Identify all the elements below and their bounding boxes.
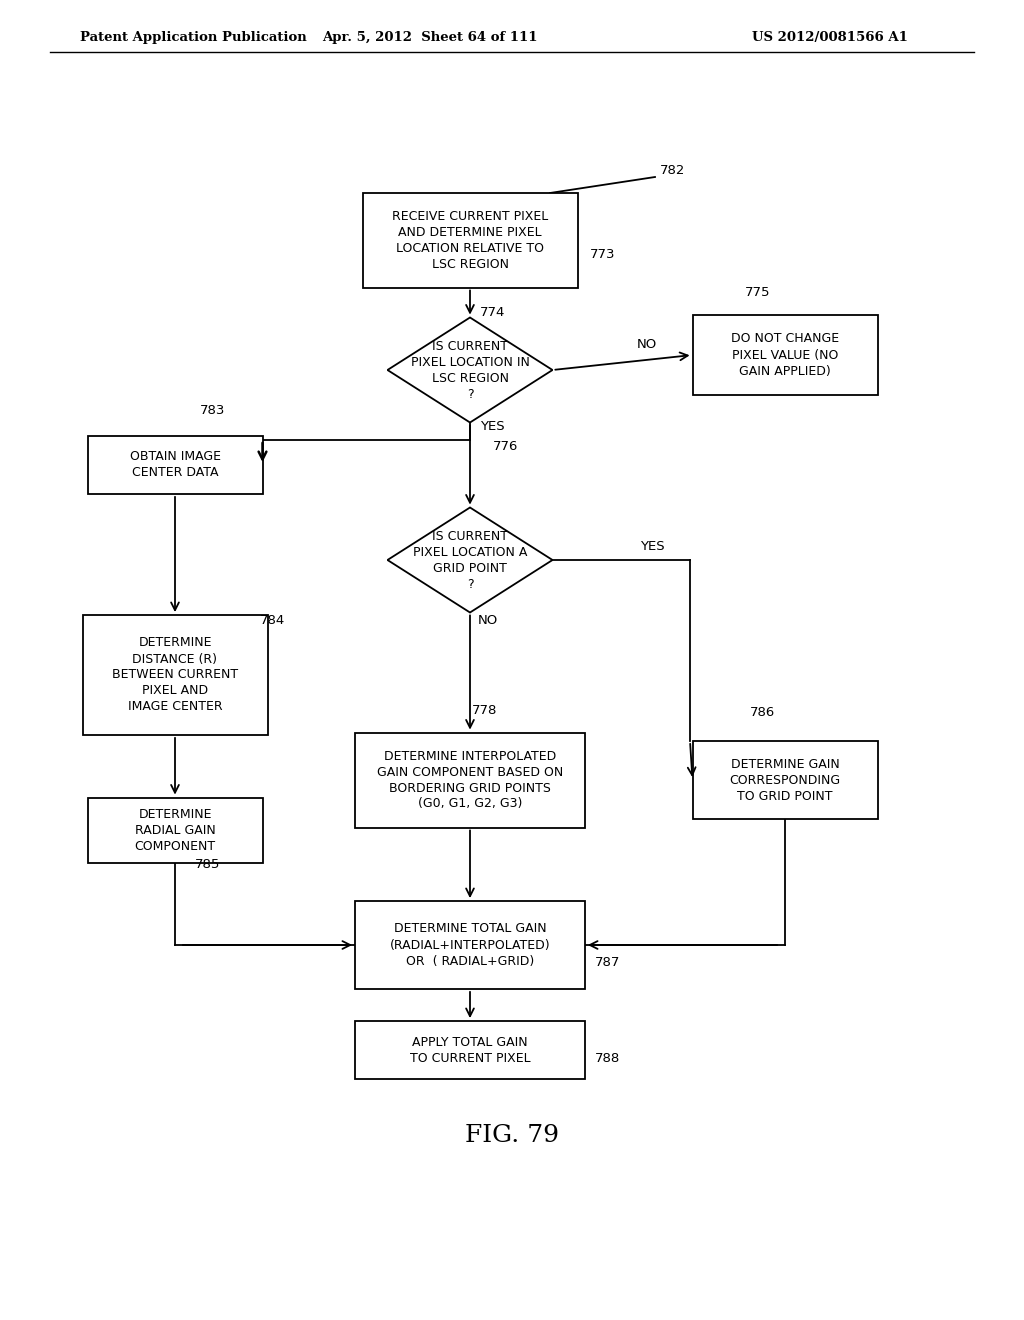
Text: US 2012/0081566 A1: US 2012/0081566 A1 xyxy=(752,32,908,45)
FancyBboxPatch shape xyxy=(83,615,267,735)
Text: 783: 783 xyxy=(200,404,225,417)
FancyBboxPatch shape xyxy=(355,902,585,989)
Text: DETERMINE TOTAL GAIN
(RADIAL+INTERPOLATED)
OR  ( RADIAL+GRID): DETERMINE TOTAL GAIN (RADIAL+INTERPOLATE… xyxy=(390,923,550,968)
Text: 784: 784 xyxy=(260,614,286,627)
Text: IS CURRENT
PIXEL LOCATION IN
LSC REGION
?: IS CURRENT PIXEL LOCATION IN LSC REGION … xyxy=(411,339,529,400)
Text: NO: NO xyxy=(478,614,499,627)
Text: DETERMINE INTERPOLATED
GAIN COMPONENT BASED ON
BORDERING GRID POINTS
(G0, G1, G2: DETERMINE INTERPOLATED GAIN COMPONENT BA… xyxy=(377,750,563,810)
FancyBboxPatch shape xyxy=(362,193,578,288)
Polygon shape xyxy=(387,318,553,422)
Text: 787: 787 xyxy=(595,956,621,969)
FancyBboxPatch shape xyxy=(692,741,878,818)
Polygon shape xyxy=(387,507,553,612)
Text: DETERMINE
RADIAL GAIN
COMPONENT: DETERMINE RADIAL GAIN COMPONENT xyxy=(134,808,216,853)
Text: 785: 785 xyxy=(195,858,220,871)
FancyBboxPatch shape xyxy=(87,436,262,494)
Text: DETERMINE GAIN
CORRESPONDING
TO GRID POINT: DETERMINE GAIN CORRESPONDING TO GRID POI… xyxy=(729,758,841,803)
Text: RECEIVE CURRENT PIXEL
AND DETERMINE PIXEL
LOCATION RELATIVE TO
LSC REGION: RECEIVE CURRENT PIXEL AND DETERMINE PIXE… xyxy=(392,210,548,271)
FancyBboxPatch shape xyxy=(355,1020,585,1078)
Text: DETERMINE
DISTANCE (R)
BETWEEN CURRENT
PIXEL AND
IMAGE CENTER: DETERMINE DISTANCE (R) BETWEEN CURRENT P… xyxy=(112,636,238,714)
FancyBboxPatch shape xyxy=(355,733,585,828)
Text: FIG. 79: FIG. 79 xyxy=(465,1123,559,1147)
Text: YES: YES xyxy=(480,421,505,433)
Text: 773: 773 xyxy=(590,248,615,261)
Text: 775: 775 xyxy=(745,285,770,298)
Text: NO: NO xyxy=(637,338,657,351)
Text: Patent Application Publication: Patent Application Publication xyxy=(80,32,307,45)
Text: 776: 776 xyxy=(493,441,518,454)
Text: Apr. 5, 2012  Sheet 64 of 111: Apr. 5, 2012 Sheet 64 of 111 xyxy=(323,32,538,45)
FancyBboxPatch shape xyxy=(87,797,262,862)
FancyBboxPatch shape xyxy=(692,315,878,395)
Text: DO NOT CHANGE
PIXEL VALUE (NO
GAIN APPLIED): DO NOT CHANGE PIXEL VALUE (NO GAIN APPLI… xyxy=(731,333,839,378)
Text: OBTAIN IMAGE
CENTER DATA: OBTAIN IMAGE CENTER DATA xyxy=(129,450,220,479)
Text: 786: 786 xyxy=(750,705,775,718)
Text: IS CURRENT
PIXEL LOCATION A
GRID POINT
?: IS CURRENT PIXEL LOCATION A GRID POINT ? xyxy=(413,529,527,590)
Text: YES: YES xyxy=(640,540,665,553)
Text: 788: 788 xyxy=(595,1052,621,1064)
Text: 782: 782 xyxy=(660,164,685,177)
Text: APPLY TOTAL GAIN
TO CURRENT PIXEL: APPLY TOTAL GAIN TO CURRENT PIXEL xyxy=(410,1035,530,1064)
Text: 774: 774 xyxy=(480,305,506,318)
Text: 778: 778 xyxy=(472,704,498,717)
